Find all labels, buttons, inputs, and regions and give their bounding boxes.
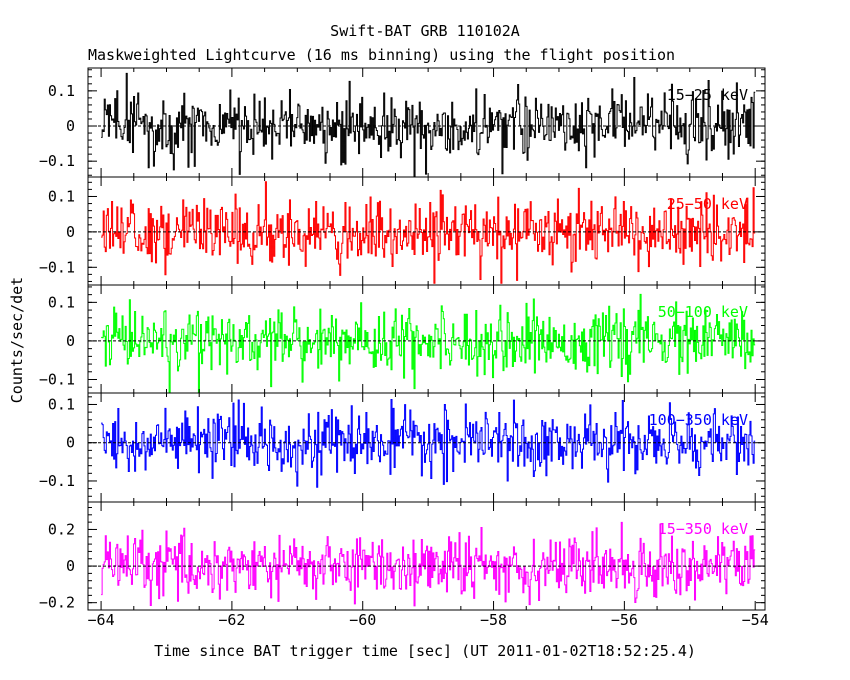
y-axis-label: Counts/sec/det	[8, 277, 26, 403]
series-line-15-25-kev	[101, 72, 756, 177]
panel-frame	[87, 501, 766, 611]
band-label: 15−350 keV	[658, 520, 748, 538]
panel-50-100-kev: −0.1 0 0.1 50−100 keV	[39, 284, 766, 394]
chart-title: Swift-BAT GRB 110102A	[330, 22, 520, 40]
band-label: 15−25 keV	[667, 86, 748, 104]
series-line-50-100-kev	[101, 293, 756, 393]
band-label: 50−100 keV	[658, 303, 748, 321]
panel-100-350-kev: −0.1 0 0.1 100−350 keV	[39, 392, 766, 503]
y-tick-label: 0	[66, 434, 75, 452]
y-tick-label: 0.2	[48, 520, 75, 538]
y-tick-label: 0	[66, 223, 75, 241]
y-tick-label: −0.1	[39, 258, 75, 276]
y-tick-label: 0.1	[48, 187, 75, 205]
y-tick-label: 0	[66, 332, 75, 350]
y-tick-label: −0.2	[39, 594, 75, 612]
panel-25-50-kev: −0.1 0 0.1 25−50 keV	[39, 176, 766, 286]
band-label: 25−50 keV	[667, 195, 748, 213]
y-tick-label: 0	[66, 117, 75, 135]
y-tick-label: −0.1	[39, 371, 75, 389]
x-tick-label: −60	[349, 611, 376, 629]
panels-group: −0.1 0 0.1 15−25 keV −0.1 0 0.1 25−50 keV −0.1 0 0…	[39, 67, 769, 629]
x-tick-label: −56	[611, 611, 638, 629]
y-tick-label: 0	[66, 557, 75, 575]
x-axis-label: Time since BAT trigger time [sec] (UT 20…	[154, 642, 696, 660]
series-line-100-350-kev	[101, 399, 756, 488]
chart-subtitle: Maskweighted Lightcurve (16 ms binning) …	[88, 46, 675, 64]
y-tick-label: −0.1	[39, 472, 75, 490]
x-tick-label: −58	[480, 611, 507, 629]
series-line-15-350-kev	[101, 521, 756, 607]
y-tick-label: 0.1	[48, 82, 75, 100]
x-tick-label: −62	[218, 611, 245, 629]
y-tick-label: 0.1	[48, 395, 75, 413]
y-tick-label: 0.1	[48, 293, 75, 311]
panel-15-350-kev: −0.2 0 0.2 15−350 keV	[39, 501, 766, 612]
x-tick-label: −54	[742, 611, 769, 629]
x-tick-label: −64	[88, 611, 115, 629]
band-label: 100−350 keV	[649, 411, 748, 429]
y-tick-label: −0.1	[39, 152, 75, 170]
series-line-25-50-kev	[101, 181, 756, 284]
panel-15-25-kev: −0.1 0 0.1 15−25 keV	[39, 67, 766, 178]
